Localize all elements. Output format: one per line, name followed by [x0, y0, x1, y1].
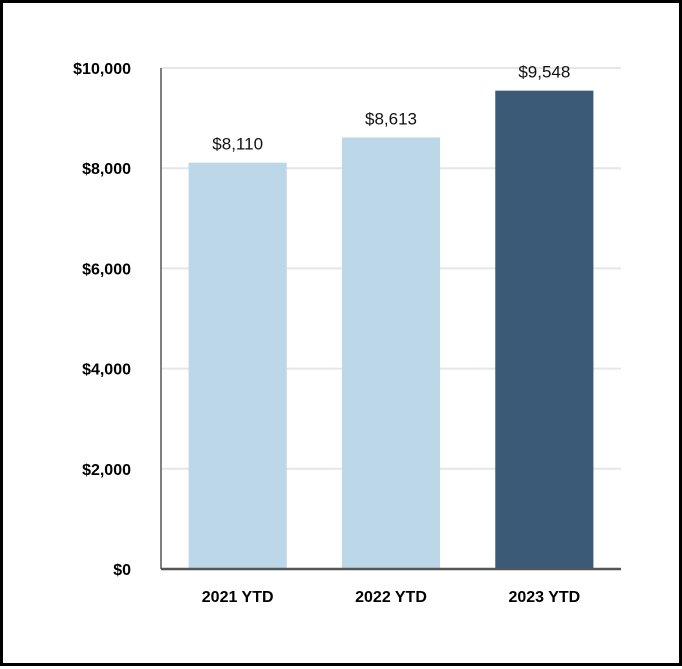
y-tick-label: $6,000 [82, 261, 131, 278]
y-tick-labels: $0 $2,000 $4,000 $6,000 $8,000 $10,000 [73, 61, 131, 579]
axes [160, 68, 621, 571]
bar-chart: $0 $2,000 $4,000 $6,000 $8,000 $10,000 2021 Y… [73, 61, 621, 606]
bar [341, 137, 441, 569]
x-tick-label: 2021 YTD [202, 589, 274, 606]
y-tick-label: $10,000 [73, 61, 131, 78]
bar [188, 162, 287, 569]
y-tick-label: $2,000 [82, 462, 131, 479]
y-tick-label: $8,000 [82, 161, 131, 178]
x-tick-label: 2022 YTD [355, 589, 427, 606]
data-label: $9,548 [518, 63, 570, 82]
bars [188, 90, 594, 569]
data-label: $8,110 [212, 135, 263, 154]
y-tick-label: $4,000 [82, 362, 131, 379]
bar [495, 90, 594, 569]
x-tick-label: 2023 YTD [508, 589, 580, 606]
data-labels: $8,110 $8,613 $9,548 [212, 63, 570, 154]
data-label: $8,613 [365, 109, 417, 128]
x-tick-labels: 2021 YTD 2022 YTD 2023 YTD [202, 589, 580, 606]
y-tick-label: $0 [113, 562, 131, 579]
